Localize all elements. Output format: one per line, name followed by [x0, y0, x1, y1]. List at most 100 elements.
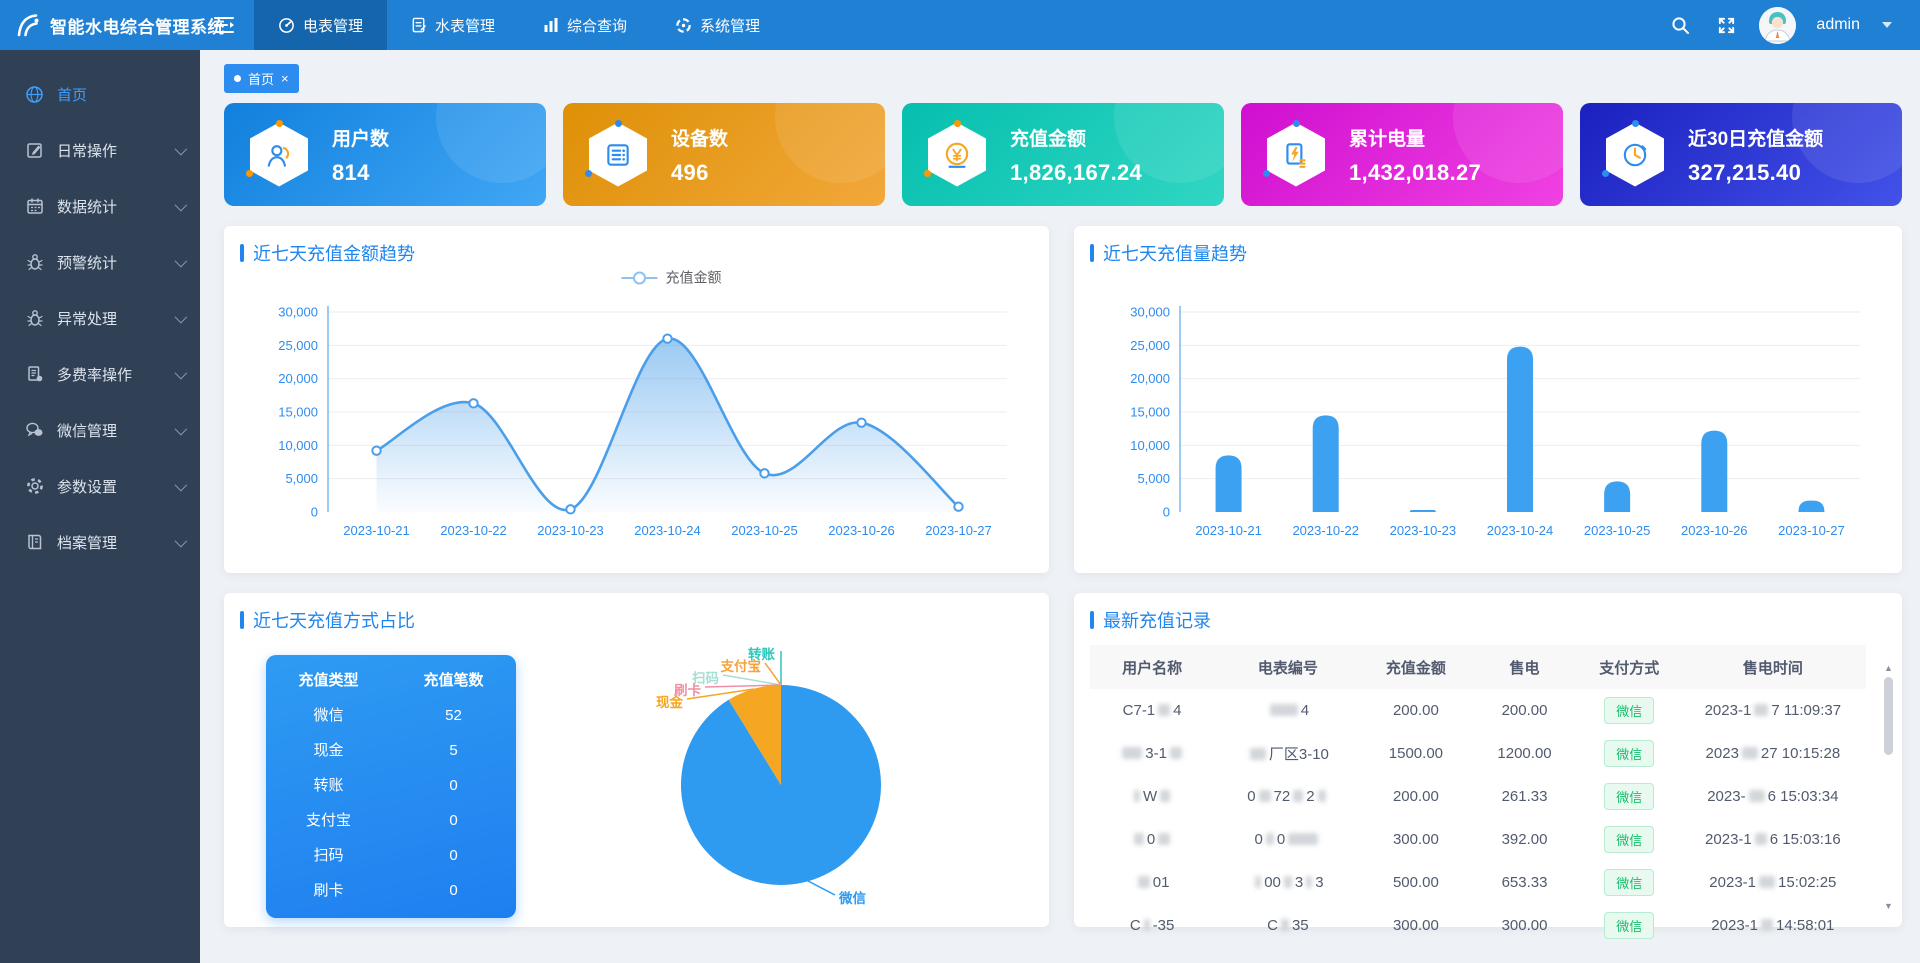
fullscreen-icon[interactable] [1713, 12, 1739, 38]
collapse-menu-icon[interactable] [200, 0, 248, 50]
stat-value: 496 [671, 159, 709, 185]
panel-recharge-amount-trend: 近七天充值金额趋势 0 5,000 10,000 15,000 20,000 25,000… [224, 226, 1049, 573]
chevron-down-icon [174, 478, 188, 491]
tab-electric-meter[interactable]: 电表管理 [254, 0, 388, 50]
stat-title: 用户数 [332, 128, 390, 150]
sidebar-item-home[interactable]: 首页 [0, 66, 200, 122]
sale-time-cell: 2023-1 15:02:25 [1709, 874, 1837, 891]
svg-text:0: 0 [1163, 505, 1170, 520]
panel-title: 近七天充值方式占比 [240, 607, 1033, 633]
pie-body: 充值类型 充值笔数 微信 52 现金 5 转账 0 [240, 633, 1033, 918]
sidebar-item-wechat-mgmt[interactable]: 微信管理 [0, 402, 200, 458]
sidebar-item-multi-rate-ops[interactable]: 多费率操作 [0, 346, 200, 402]
sidebar-item-archive-mgmt[interactable]: 档案管理 [0, 514, 200, 570]
record-row[interactable]: 01 00 3 3 500.00 653.33 微信 2023-1 15:02:25 [1090, 861, 1866, 904]
stat-cards-row: 用户数 814 设备数 496 充值金额 1,826,167.24 [224, 103, 1902, 206]
water-meter-icon [411, 17, 427, 34]
tab-home-chip[interactable]: 首页 × [224, 63, 299, 93]
sidebar-item-param-settings[interactable]: 参数设置 [0, 458, 200, 514]
sidebar-item-warning-stats[interactable]: 预警统计 [0, 234, 200, 290]
username-label[interactable]: admin [1816, 16, 1860, 33]
stat-value: 327,215.40 [1688, 159, 1802, 185]
svg-text:2023-10-26: 2023-10-26 [1681, 523, 1748, 538]
brand: 智能水电综合管理系统 [0, 11, 225, 39]
svg-text:30,000: 30,000 [1130, 305, 1170, 320]
wechat-pay-badge: 微信 [1604, 912, 1655, 939]
sale-time-cell: 2023-1 14:58:01 [1711, 917, 1835, 934]
title-accent-bar [240, 611, 244, 629]
recharge-amount-cell: 300.00 [1392, 917, 1439, 934]
svg-text:2023-10-24: 2023-10-24 [634, 523, 701, 538]
scrollbar-thumb[interactable] [1884, 677, 1893, 755]
sale-amount-cell: 200.00 [1501, 702, 1548, 719]
recharge-type-row: 刷卡 0 [313, 882, 458, 899]
svg-text:10,000: 10,000 [278, 438, 318, 453]
chevron-down-icon [174, 366, 188, 379]
chevron-down-icon [174, 422, 188, 435]
charts-row-1: 近七天充值金额趋势 0 5,000 10,000 15,000 20,000 25,000… [224, 226, 1902, 573]
chevron-down-icon [174, 534, 188, 547]
search-icon[interactable] [1667, 12, 1693, 38]
user-name-cell: 0 [1090, 818, 1214, 861]
close-icon[interactable]: × [281, 70, 289, 86]
record-row[interactable]: C7-1 4 4 200.00 200.00 微信 2023-1 7 11:09:3… [1090, 689, 1866, 732]
svg-text:支付宝: 支付宝 [720, 658, 762, 674]
sidebar-item-data-stats[interactable]: 数据统计 [0, 178, 200, 234]
top-menu: 电表管理 水表管理 综合查询 系统管理 [254, 0, 784, 50]
user-name-cell: 3-1 [1090, 732, 1214, 775]
stat-card-recharge-amount[interactable]: 充值金额 1,826,167.24 [902, 103, 1224, 206]
panel-recharge-volume-trend: 近七天充值量趋势 0 5,000 10,000 15,000 20,000 25,000 3… [1074, 226, 1902, 573]
svg-text:2023-10-21: 2023-10-21 [1195, 523, 1262, 538]
record-row[interactable]: W 0 72 2 200.00 261.33 微信 2023- 6 15:03:34 [1090, 775, 1866, 818]
records-table: 用户名称 电表编号 充值金额 售电 支付方式 售电时间 C7-1 4 4 200.… [1090, 645, 1866, 947]
sidebar-item-daily-ops[interactable]: 日常操作 [0, 122, 200, 178]
pay-method-cell: 微信 [1579, 818, 1680, 861]
users-hex-icon [246, 119, 308, 187]
record-row[interactable]: 3-1 厂区3-10 1500.00 1200.00 微信 2023 27 10:… [1090, 732, 1866, 775]
record-row[interactable]: C -35 C 35 300.00 300.00 微信 2023-1 14:58:01 [1090, 904, 1866, 947]
table-scrollbar[interactable]: ▲ ▼ [1882, 663, 1895, 911]
sidebar-item-exception-handling[interactable]: 异常处理 [0, 290, 200, 346]
chevron-down-icon[interactable] [1882, 22, 1892, 28]
stat-card-30day-recharge[interactable]: 近30日充值金额 327,215.40 [1580, 103, 1902, 206]
meter-number-cell: 厂区3-10 [1214, 732, 1361, 775]
bug-icon [25, 309, 44, 328]
svg-text:2023-10-23: 2023-10-23 [1390, 523, 1457, 538]
chevron-down-icon [174, 310, 188, 323]
svg-text:2023-10-22: 2023-10-22 [440, 523, 507, 538]
svg-text:微信: 微信 [838, 890, 867, 906]
svg-text:20,000: 20,000 [1130, 371, 1170, 386]
stat-title: 近30日充值金额 [1688, 128, 1824, 150]
svg-text:2023-10-26: 2023-10-26 [828, 523, 895, 538]
svg-text:2023-10-25: 2023-10-25 [1584, 523, 1651, 538]
main-content: 首页 × 用户数 814 设备数 496 [200, 50, 1920, 963]
recharge-type-table-body: 微信 52 现金 5 转账 0 支付宝 0 扫码 [266, 698, 516, 908]
navbar-right: admin [1667, 6, 1920, 44]
recharge-type-row: 支付宝 0 [305, 812, 458, 829]
stat-title: 设备数 [671, 128, 729, 150]
wechat-pay-badge: 微信 [1604, 740, 1655, 767]
svg-text:扫码: 扫码 [692, 670, 719, 686]
tab-comprehensive-query[interactable]: 综合查询 [519, 0, 651, 50]
svg-text:25,000: 25,000 [1130, 338, 1170, 353]
svg-text:2023-10-27: 2023-10-27 [1778, 523, 1845, 538]
scroll-up-icon[interactable]: ▲ [1884, 663, 1893, 673]
wechat-pay-badge: 微信 [1604, 697, 1655, 724]
stat-card-total-energy[interactable]: 累计电量 1,432,018.27 [1241, 103, 1563, 206]
energy-hex-icon [1263, 119, 1325, 187]
scroll-down-icon[interactable]: ▼ [1884, 901, 1893, 911]
tab-system-management[interactable]: 系统管理 [651, 0, 784, 50]
pay-method-cell: 微信 [1579, 775, 1680, 818]
bug-icon [25, 253, 44, 272]
user-avatar[interactable] [1759, 6, 1797, 44]
tab-water-meter[interactable]: 水表管理 [387, 0, 519, 50]
pay-method-cell: 微信 [1579, 904, 1680, 947]
stat-card-users[interactable]: 用户数 814 [224, 103, 546, 206]
svg-text:15,000: 15,000 [278, 405, 318, 420]
stat-title: 累计电量 [1349, 128, 1426, 150]
sale-time-cell: 2023-1 6 15:03:16 [1705, 831, 1841, 848]
user-name-cell: W [1090, 775, 1214, 818]
stat-card-devices[interactable]: 设备数 496 [563, 103, 885, 206]
